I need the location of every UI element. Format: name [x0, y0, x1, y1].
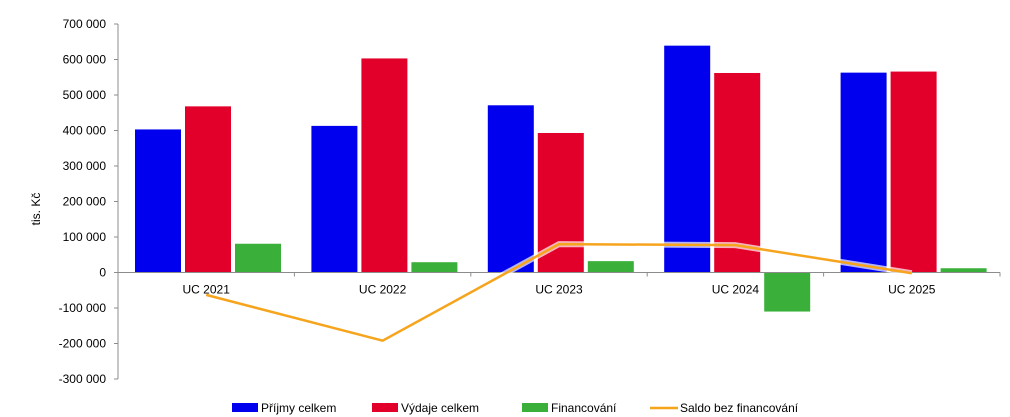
y-axis-title: tis. Kč	[29, 193, 43, 226]
y-tick-label: -200 000	[59, 337, 107, 351]
bar-v-daje-celkem-3	[714, 72, 761, 273]
category-label: UC 2024	[712, 283, 760, 297]
y-tick-label: 400 000	[63, 124, 107, 138]
category-label: UC 2021	[183, 283, 231, 297]
category-labels: UC 2021 UC 2022 UC 2023 UC 2024 UC 2025	[183, 283, 936, 297]
legend-swatch-1	[372, 403, 398, 412]
bars-layer	[135, 45, 987, 312]
legend-label-1: Výdaje celkem	[401, 401, 479, 415]
bar-v-daje-celkem-1	[361, 58, 408, 273]
y-tick-label: -100 000	[59, 301, 107, 315]
y-tick-label: 300 000	[63, 159, 107, 173]
y-tick-label: -300 000	[59, 372, 107, 386]
bar-p-jmy-celkem-0	[135, 129, 181, 273]
bar-financov-n--3	[764, 272, 811, 312]
y-tick-label: 700 000	[63, 17, 107, 31]
legend-swatch-2	[522, 403, 548, 412]
category-label: UC 2023	[535, 283, 583, 297]
bar-p-jmy-celkem-1	[311, 125, 358, 273]
legend: Příjmy celkem Výdaje celkem Financování Sal…	[232, 401, 799, 415]
bar-p-jmy-celkem-4	[840, 72, 887, 273]
category-label: UC 2025	[888, 283, 936, 297]
bar-financov-n--2	[587, 261, 634, 273]
y-tick-label: 0	[99, 266, 106, 280]
legend-label-0: Příjmy celkem	[261, 401, 336, 415]
y-axis-title-group: tis. Kč	[29, 193, 43, 226]
bar-financov-n--0	[235, 243, 281, 273]
bar-p-jmy-celkem-3	[664, 45, 711, 273]
bar-p-jmy-celkem-2	[487, 105, 534, 273]
bar-financov-n--1	[411, 262, 458, 273]
legend-swatch-0	[232, 403, 258, 412]
bar-financov-n--4	[940, 268, 987, 273]
bar-v-daje-celkem-0	[185, 106, 231, 273]
category-label: UC 2022	[359, 283, 407, 297]
zero-axis-line	[118, 272, 1001, 277]
saldo-line-layer	[205, 241, 913, 344]
y-tick-label: 600 000	[63, 53, 107, 67]
legend-label-2: Financování	[551, 401, 617, 415]
y-tick-label: 200 000	[63, 195, 107, 209]
y-tick-label: 100 000	[63, 230, 107, 244]
bar-v-daje-celkem-4	[890, 71, 937, 273]
legend-label-3: Saldo bez financování	[680, 401, 799, 415]
y-tick-label: 500 000	[63, 88, 107, 102]
y-axis-ticks: 700 000 600 000 500 000 400 000 300 000 200 0…	[59, 17, 118, 386]
